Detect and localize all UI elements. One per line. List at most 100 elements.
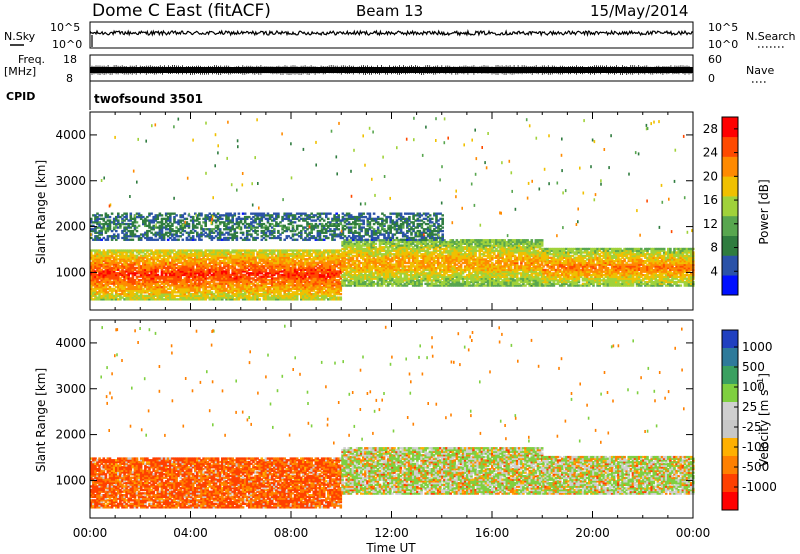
echo-cell bbox=[279, 277, 282, 280]
echo-cell bbox=[142, 294, 145, 298]
echo-cell bbox=[279, 294, 282, 298]
echo-cell bbox=[327, 286, 330, 289]
echo-cell bbox=[339, 284, 343, 287]
echo-cell bbox=[277, 263, 280, 266]
echo-cell bbox=[281, 254, 284, 257]
echo-cell bbox=[362, 258, 365, 261]
echo-cell bbox=[196, 289, 199, 292]
echo-cell bbox=[360, 253, 363, 256]
echo-cell bbox=[196, 284, 199, 287]
echo-cell bbox=[252, 254, 255, 257]
echo-cell bbox=[468, 239, 471, 242]
echo-cell bbox=[495, 272, 498, 275]
echo-cell bbox=[287, 252, 291, 256]
echo-cell bbox=[148, 275, 151, 278]
echo-cell bbox=[382, 265, 386, 268]
echo-cell bbox=[252, 256, 255, 259]
echo-cell bbox=[353, 263, 357, 266]
echo-cell bbox=[341, 258, 344, 261]
echo-cell bbox=[302, 296, 305, 299]
echo-cell bbox=[254, 266, 257, 270]
echo-cell bbox=[112, 284, 116, 287]
echo-cell bbox=[177, 259, 180, 263]
echo-cell bbox=[152, 256, 155, 259]
echo-cell bbox=[112, 296, 116, 299]
echo-cell bbox=[297, 252, 301, 256]
echo-cell bbox=[183, 270, 187, 273]
echo-cell bbox=[164, 272, 168, 275]
echo-cell bbox=[466, 242, 469, 245]
echo-cell bbox=[115, 291, 118, 294]
echo-cell bbox=[239, 256, 243, 259]
echo-cell bbox=[285, 287, 289, 291]
echo-cell bbox=[347, 256, 351, 259]
echo-cell bbox=[466, 249, 469, 252]
echo-cell bbox=[183, 256, 187, 259]
echo-cell bbox=[127, 287, 130, 291]
echo-cell bbox=[297, 263, 301, 266]
echo-cell bbox=[397, 267, 400, 270]
echo-cell bbox=[158, 266, 162, 270]
date-label: 15/May/2014 bbox=[590, 2, 688, 20]
echo-cell bbox=[482, 267, 486, 270]
echo-cell bbox=[273, 294, 276, 298]
echo-cell bbox=[241, 270, 245, 273]
echo-cell bbox=[439, 268, 442, 272]
echo-cell bbox=[185, 275, 189, 278]
echo-cell bbox=[499, 253, 502, 256]
echo-cell bbox=[225, 282, 228, 285]
echo-cell bbox=[501, 267, 504, 270]
echo-cell bbox=[283, 286, 286, 289]
echo-cell bbox=[316, 251, 320, 254]
echo-cell bbox=[273, 259, 276, 263]
echo-cell bbox=[181, 251, 185, 254]
echo-cell bbox=[90, 275, 93, 278]
echo-cell bbox=[135, 275, 139, 278]
echo-cell bbox=[266, 265, 270, 268]
echo-cell bbox=[239, 280, 243, 284]
echo-cell bbox=[241, 265, 245, 268]
echo-cell bbox=[345, 267, 348, 270]
echo-cell bbox=[329, 277, 332, 280]
echo-cell bbox=[254, 273, 257, 277]
echo-cell bbox=[175, 282, 178, 285]
echo-cell bbox=[368, 244, 371, 247]
echo-cell bbox=[175, 280, 178, 284]
echo-cell bbox=[137, 249, 141, 252]
echo-cell bbox=[162, 282, 166, 285]
echo-cell bbox=[401, 284, 405, 287]
echo-cell bbox=[376, 279, 380, 282]
echo-cell bbox=[223, 282, 226, 285]
echo-cell bbox=[372, 263, 375, 266]
echo-cell bbox=[357, 263, 361, 266]
echo-cell bbox=[108, 266, 112, 270]
echo-cell bbox=[125, 249, 128, 252]
echo-cell bbox=[337, 263, 340, 266]
echo-cell bbox=[194, 263, 197, 266]
echo-cell bbox=[441, 256, 444, 259]
echo-cell bbox=[262, 287, 266, 291]
echo-cell bbox=[374, 260, 378, 263]
echo-cell bbox=[208, 286, 212, 289]
echo-cell bbox=[102, 284, 106, 287]
echo-cell bbox=[243, 270, 247, 273]
echo-cell bbox=[411, 247, 415, 251]
echo-cell bbox=[486, 239, 490, 242]
echo-cell bbox=[233, 289, 237, 292]
echo-cell bbox=[302, 256, 305, 259]
echo-cell bbox=[488, 247, 492, 251]
echo-cell bbox=[102, 273, 106, 277]
echo-cell bbox=[343, 284, 346, 287]
echo-cell bbox=[187, 256, 191, 259]
echo-cell bbox=[391, 246, 394, 249]
echo-cell bbox=[196, 292, 199, 296]
echo-cell bbox=[393, 247, 396, 251]
echo-cell bbox=[491, 239, 494, 242]
echo-cell bbox=[239, 284, 243, 287]
echo-cell bbox=[248, 268, 251, 271]
echo-cell bbox=[300, 294, 303, 298]
echo-cell bbox=[198, 284, 201, 287]
echo-cell bbox=[241, 292, 245, 296]
echo-cell bbox=[264, 277, 268, 280]
echo-cell bbox=[146, 266, 149, 270]
